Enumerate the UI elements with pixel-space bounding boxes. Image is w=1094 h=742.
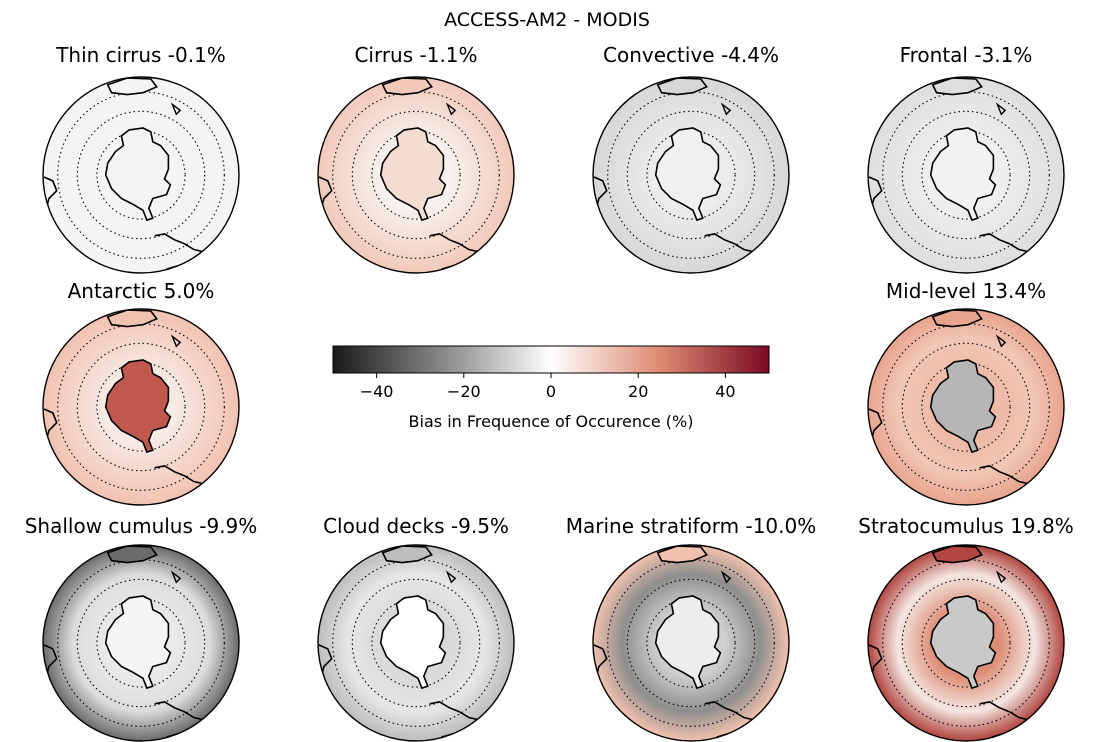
latitude-circle — [901, 110, 1031, 240]
panel-shallow-cumulus: Shallow cumulus -9.9% — [25, 514, 258, 742]
latitude-circle — [626, 578, 756, 708]
panel-cirrus: Cirrus -1.1% — [317, 43, 515, 274]
panel-title-antarctic: Antarctic 5.0% — [68, 279, 215, 303]
antarctica-coastline — [929, 127, 997, 222]
antarctica-coastline — [379, 595, 447, 690]
map-boundary — [867, 308, 1065, 506]
panel-mid-level: Mid-level 13.4% — [867, 279, 1065, 506]
panel-title-marine-stratiform: Marine stratiform -10.0% — [566, 514, 817, 538]
figure-title: ACCESS-AM2 - MODIS — [444, 9, 650, 31]
panel-title-cloud-decks: Cloud decks -9.5% — [323, 514, 509, 538]
africa-coastline — [43, 644, 58, 675]
panel-antarctic: Antarctic 5.0% — [42, 279, 240, 506]
antarctica-coastline — [104, 359, 172, 454]
colorbar-tick-label: 20 — [628, 382, 648, 401]
antarctica-coastline — [379, 127, 447, 222]
panel-cloud-decks: Cloud decks -9.5% — [317, 514, 515, 742]
panel-title-convective: Convective -4.4% — [603, 43, 779, 67]
map-shallow-cumulus — [42, 544, 240, 742]
antarctica-coastline — [654, 595, 722, 690]
map-boundary — [42, 544, 240, 742]
antarctica-coastline — [104, 127, 172, 222]
africa-coastline — [868, 644, 883, 675]
antarctica-coastline — [104, 595, 172, 690]
panel-title-mid-level: Mid-level 13.4% — [886, 279, 1046, 303]
new-zealand-coastline — [170, 334, 182, 348]
map-thin-cirrus — [42, 76, 240, 274]
map-boundary — [867, 544, 1065, 742]
latitude-circle — [351, 110, 481, 240]
new-zealand-coastline — [995, 334, 1007, 348]
antarctica-coastline — [929, 595, 997, 690]
antarctica-coastline — [654, 127, 722, 222]
map-marine-stratiform — [592, 544, 790, 742]
new-zealand-coastline — [995, 570, 1007, 584]
panel-frontal: Frontal -3.1% — [867, 43, 1065, 274]
panel-title-frontal: Frontal -3.1% — [900, 43, 1033, 67]
latitude-circle — [76, 578, 206, 708]
panel-thin-cirrus: Thin cirrus -0.1% — [42, 43, 240, 274]
map-boundary — [317, 544, 515, 742]
africa-coastline — [868, 176, 883, 207]
antarctica-coastline — [929, 359, 997, 454]
map-boundary — [42, 308, 240, 506]
panel-title-cirrus: Cirrus -1.1% — [354, 43, 477, 67]
colorbar-label: Bias in Frequence of Occurence (%) — [409, 412, 694, 431]
map-boundary — [42, 76, 240, 274]
map-stratocumulus — [867, 544, 1065, 742]
map-cloud-decks — [317, 544, 515, 742]
africa-coastline — [43, 176, 58, 207]
new-zealand-coastline — [995, 102, 1007, 116]
map-boundary — [317, 76, 515, 274]
africa-coastline — [593, 176, 608, 207]
colorbar-ticks: −40 −20 0 20 40 — [360, 373, 736, 401]
map-mid-level — [867, 308, 1065, 506]
latitude-circle — [76, 342, 206, 472]
colorbar-tick-label: 40 — [715, 382, 735, 401]
colorbar-tick-label: 0 — [546, 382, 556, 401]
new-zealand-coastline — [170, 102, 182, 116]
africa-coastline — [318, 176, 333, 207]
map-boundary — [592, 76, 790, 274]
latitude-circle — [901, 578, 1031, 708]
new-zealand-coastline — [720, 570, 732, 584]
latitude-circle — [351, 578, 481, 708]
map-antarctic — [42, 308, 240, 506]
panel-marine-stratiform: Marine stratiform -10.0% — [566, 514, 817, 742]
map-boundary — [592, 544, 790, 742]
new-zealand-coastline — [445, 102, 457, 116]
colorbar: −40 −20 0 20 40 Bias in Frequence of Occuren… — [332, 345, 770, 431]
latitude-circle — [901, 342, 1031, 472]
colorbar-gradient — [332, 345, 770, 374]
panel-title-stratocumulus: Stratocumulus 19.8% — [858, 514, 1073, 538]
new-zealand-coastline — [170, 570, 182, 584]
colorbar-tick-label: −40 — [360, 382, 394, 401]
latitude-circle — [76, 110, 206, 240]
africa-coastline — [43, 408, 58, 439]
panel-convective: Convective -4.4% — [592, 43, 790, 274]
latitude-circle — [626, 110, 756, 240]
panel-title-shallow-cumulus: Shallow cumulus -9.9% — [25, 514, 258, 538]
map-cirrus — [317, 76, 515, 274]
panel-title-thin-cirrus: Thin cirrus -0.1% — [55, 43, 226, 67]
africa-coastline — [318, 644, 333, 675]
panel-stratocumulus: Stratocumulus 19.8% — [858, 514, 1074, 742]
new-zealand-coastline — [445, 570, 457, 584]
map-frontal — [867, 76, 1065, 274]
new-zealand-coastline — [720, 102, 732, 116]
africa-coastline — [868, 408, 883, 439]
africa-coastline — [593, 644, 608, 675]
colorbar-tick-label: −20 — [447, 382, 481, 401]
map-boundary — [867, 76, 1065, 274]
map-convective — [592, 76, 790, 274]
